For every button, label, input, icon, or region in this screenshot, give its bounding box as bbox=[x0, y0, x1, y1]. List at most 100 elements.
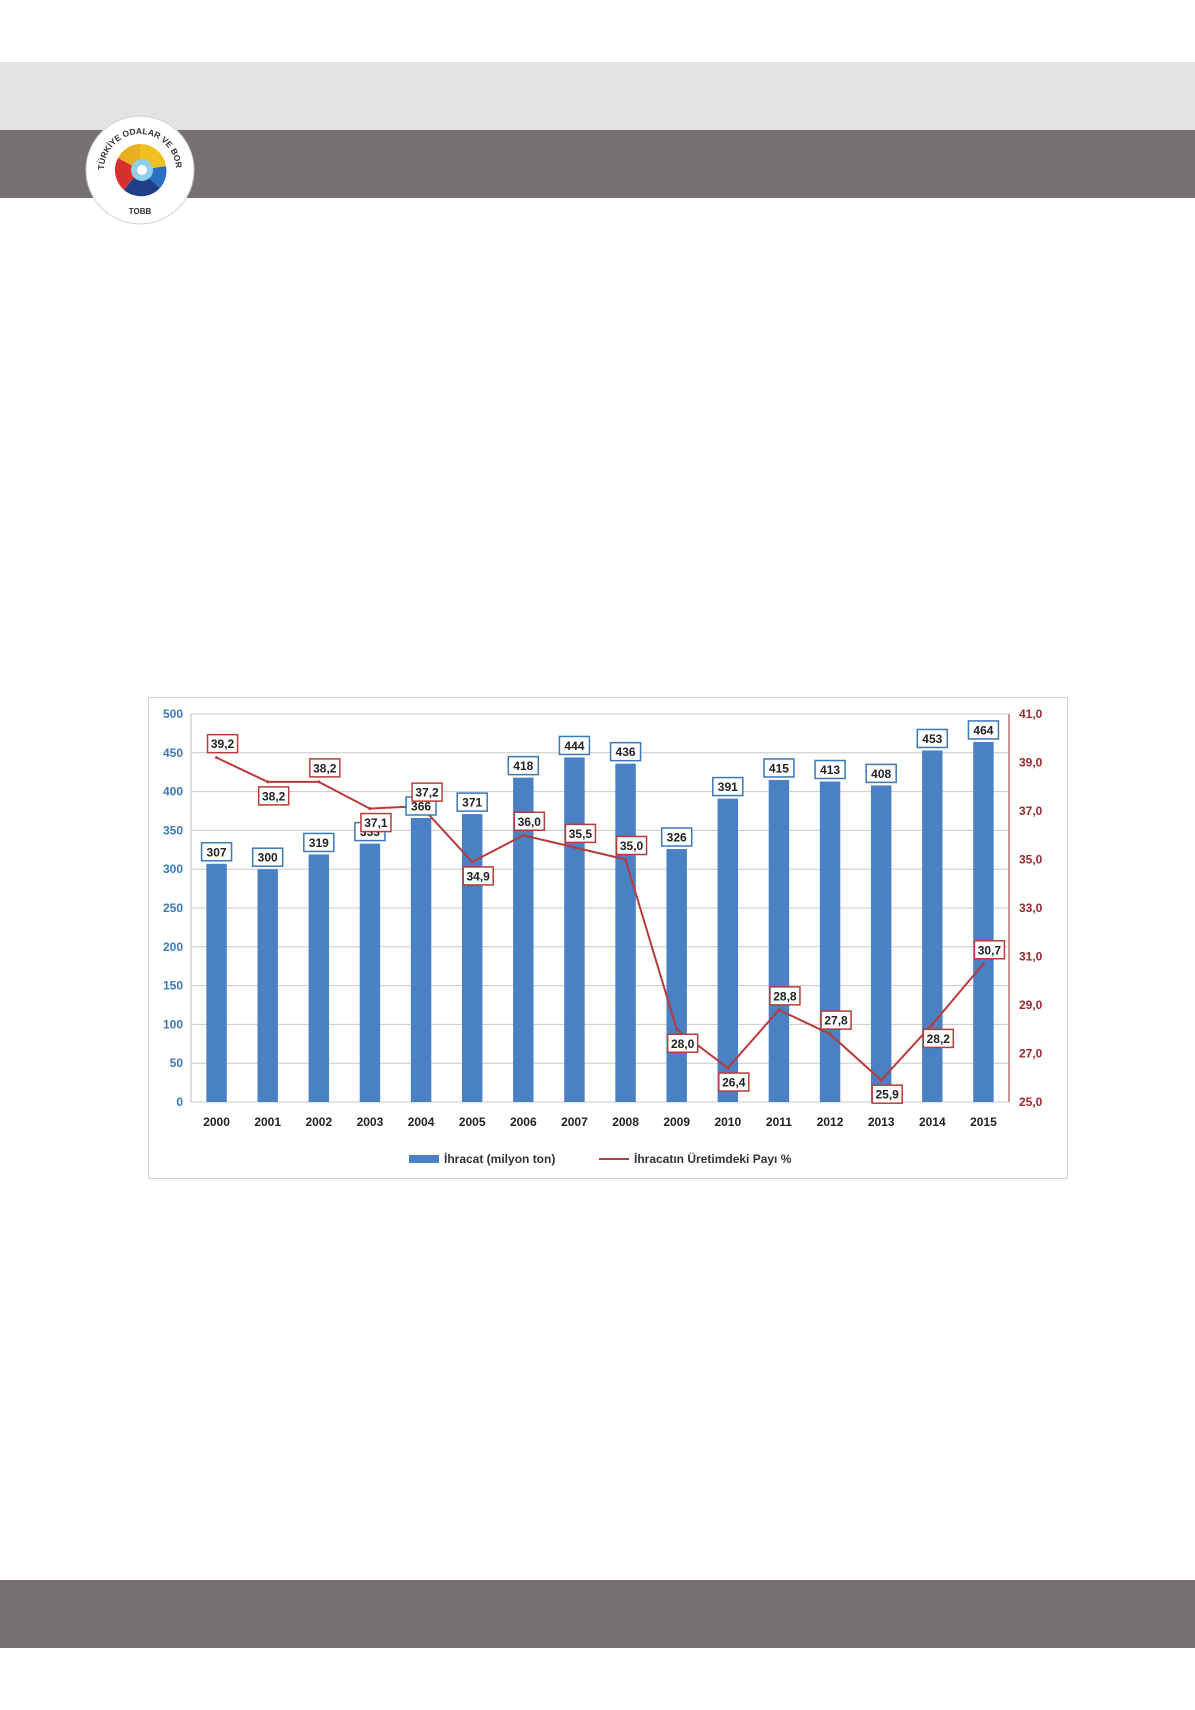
y-left-tick-label: 400 bbox=[163, 785, 183, 799]
bar-value-label: 415 bbox=[769, 761, 789, 775]
bar-value-label-box bbox=[916, 728, 949, 749]
line-value-label-box bbox=[360, 812, 392, 833]
x-tick-label: 2011 bbox=[766, 1115, 792, 1129]
line-value-label-box bbox=[411, 782, 443, 802]
bar-value-label: 464 bbox=[973, 723, 993, 737]
bar-value-label-box bbox=[814, 759, 846, 780]
share-point-2012 bbox=[828, 1032, 832, 1036]
line-value-label-box bbox=[462, 866, 494, 886]
bar-2005 bbox=[461, 814, 483, 1102]
line-value-label: 25,9 bbox=[876, 1088, 900, 1102]
bar-2003 bbox=[359, 843, 381, 1102]
y-left-tick-label: 250 bbox=[163, 901, 183, 915]
x-tick-label: 2009 bbox=[663, 1115, 690, 1129]
logo-abbr: TOBB bbox=[129, 207, 152, 216]
y-left-tick-label: 200 bbox=[163, 940, 183, 954]
y-left-tick-label: 500 bbox=[163, 707, 183, 721]
bar-2007 bbox=[564, 757, 585, 1102]
line-value-label: 28,8 bbox=[773, 989, 797, 1003]
share-point-2010 bbox=[726, 1066, 730, 1070]
bar-value-label: 319 bbox=[309, 836, 329, 850]
y-right-tick-label: 29,0 bbox=[1019, 998, 1043, 1012]
y-left-tick-label: 450 bbox=[163, 746, 183, 760]
bar-2014 bbox=[922, 750, 943, 1102]
bar-2013 bbox=[870, 785, 892, 1102]
share-point-2014 bbox=[930, 1022, 934, 1026]
x-tick-label: 2014 bbox=[919, 1115, 946, 1129]
line-value-label-box bbox=[666, 1033, 699, 1053]
share-point-2007 bbox=[572, 845, 576, 849]
legend-bar-label: İhracat (milyon ton) bbox=[444, 1151, 555, 1166]
x-tick-label: 2015 bbox=[970, 1115, 997, 1129]
bar-value-label-box bbox=[609, 741, 642, 762]
bar-value-label: 453 bbox=[922, 732, 942, 746]
line-value-label-box bbox=[309, 758, 341, 778]
bar-value-label-box bbox=[558, 735, 591, 756]
y-right-tick-label: 35,0 bbox=[1019, 853, 1043, 867]
y-left-tick-label: 300 bbox=[163, 862, 183, 876]
x-tick-label: 2002 bbox=[305, 1115, 332, 1129]
x-tick-label: 2007 bbox=[561, 1115, 588, 1129]
bar-2010 bbox=[717, 798, 739, 1102]
line-value-label: 37,2 bbox=[415, 786, 439, 800]
share-line bbox=[216, 756, 985, 1082]
bar-value-label: 371 bbox=[462, 796, 482, 810]
bar-value-label: 366 bbox=[411, 799, 431, 813]
bar-value-label-box bbox=[763, 758, 795, 778]
bar-2000 bbox=[206, 863, 227, 1102]
y-right-tick-label: 37,0 bbox=[1019, 804, 1043, 818]
y-left-tick-label: 0 bbox=[176, 1095, 183, 1109]
share-point-2009 bbox=[675, 1027, 679, 1031]
line-value-label: 30,7 bbox=[978, 943, 1002, 957]
line-value-label: 34,9 bbox=[467, 869, 491, 883]
bar-value-label: 300 bbox=[258, 851, 278, 865]
footer-band bbox=[0, 1580, 1195, 1648]
x-tick-label: 2001 bbox=[254, 1115, 281, 1129]
x-tick-label: 2000 bbox=[203, 1115, 230, 1129]
line-value-label: 39,2 bbox=[211, 737, 235, 751]
line-value-label: 37,1 bbox=[364, 816, 388, 830]
bar-value-label: 307 bbox=[207, 845, 227, 859]
x-tick-label: 2012 bbox=[817, 1115, 844, 1129]
y-left-tick-label: 150 bbox=[163, 979, 183, 993]
line-value-label: 38,2 bbox=[262, 789, 286, 803]
bar-value-label-box bbox=[660, 827, 693, 847]
share-point-2011 bbox=[777, 1008, 781, 1012]
x-tick-label: 2003 bbox=[357, 1115, 384, 1129]
bar-2002 bbox=[308, 854, 330, 1102]
bar-value-label: 326 bbox=[667, 831, 687, 845]
bar-value-label-box bbox=[200, 842, 233, 862]
share-point-2003 bbox=[368, 807, 372, 811]
bar-value-label: 436 bbox=[616, 745, 636, 759]
bar-value-label: 418 bbox=[513, 759, 533, 773]
line-value-label: 28,2 bbox=[927, 1032, 951, 1046]
bar-value-label-box bbox=[303, 832, 335, 853]
legend-line-label: İhracatın Üretimdeki Payı % bbox=[634, 1151, 792, 1166]
bar-2006 bbox=[513, 777, 534, 1102]
bar-2015 bbox=[973, 741, 994, 1102]
bar-2012 bbox=[819, 781, 841, 1102]
x-tick-label: 2008 bbox=[612, 1115, 639, 1129]
y-right-tick-label: 33,0 bbox=[1019, 901, 1043, 915]
bar-2004 bbox=[410, 817, 432, 1102]
x-tick-label: 2013 bbox=[868, 1115, 895, 1129]
x-tick-label: 2010 bbox=[714, 1115, 741, 1129]
bar-2009 bbox=[666, 849, 687, 1102]
bar-2008 bbox=[615, 763, 636, 1102]
y-left-tick-label: 350 bbox=[163, 823, 183, 837]
bar-2001 bbox=[257, 869, 278, 1102]
share-point-2015 bbox=[981, 962, 985, 966]
bar-value-label: 444 bbox=[564, 739, 584, 753]
line-value-label: 28,0 bbox=[671, 1037, 695, 1051]
y-right-tick-label: 31,0 bbox=[1019, 950, 1043, 964]
y-right-tick-label: 41,0 bbox=[1019, 707, 1043, 721]
share-point-2002 bbox=[317, 780, 321, 784]
y-right-tick-label: 25,0 bbox=[1019, 1095, 1043, 1109]
x-tick-label: 2004 bbox=[408, 1115, 435, 1129]
line-value-label-box bbox=[564, 823, 597, 844]
share-point-2001 bbox=[266, 780, 270, 784]
line-value-label: 27,8 bbox=[824, 1014, 848, 1028]
y-left-tick-label: 100 bbox=[163, 1017, 183, 1031]
y-right-tick-label: 27,0 bbox=[1019, 1047, 1043, 1061]
line-value-label-box bbox=[513, 811, 546, 831]
